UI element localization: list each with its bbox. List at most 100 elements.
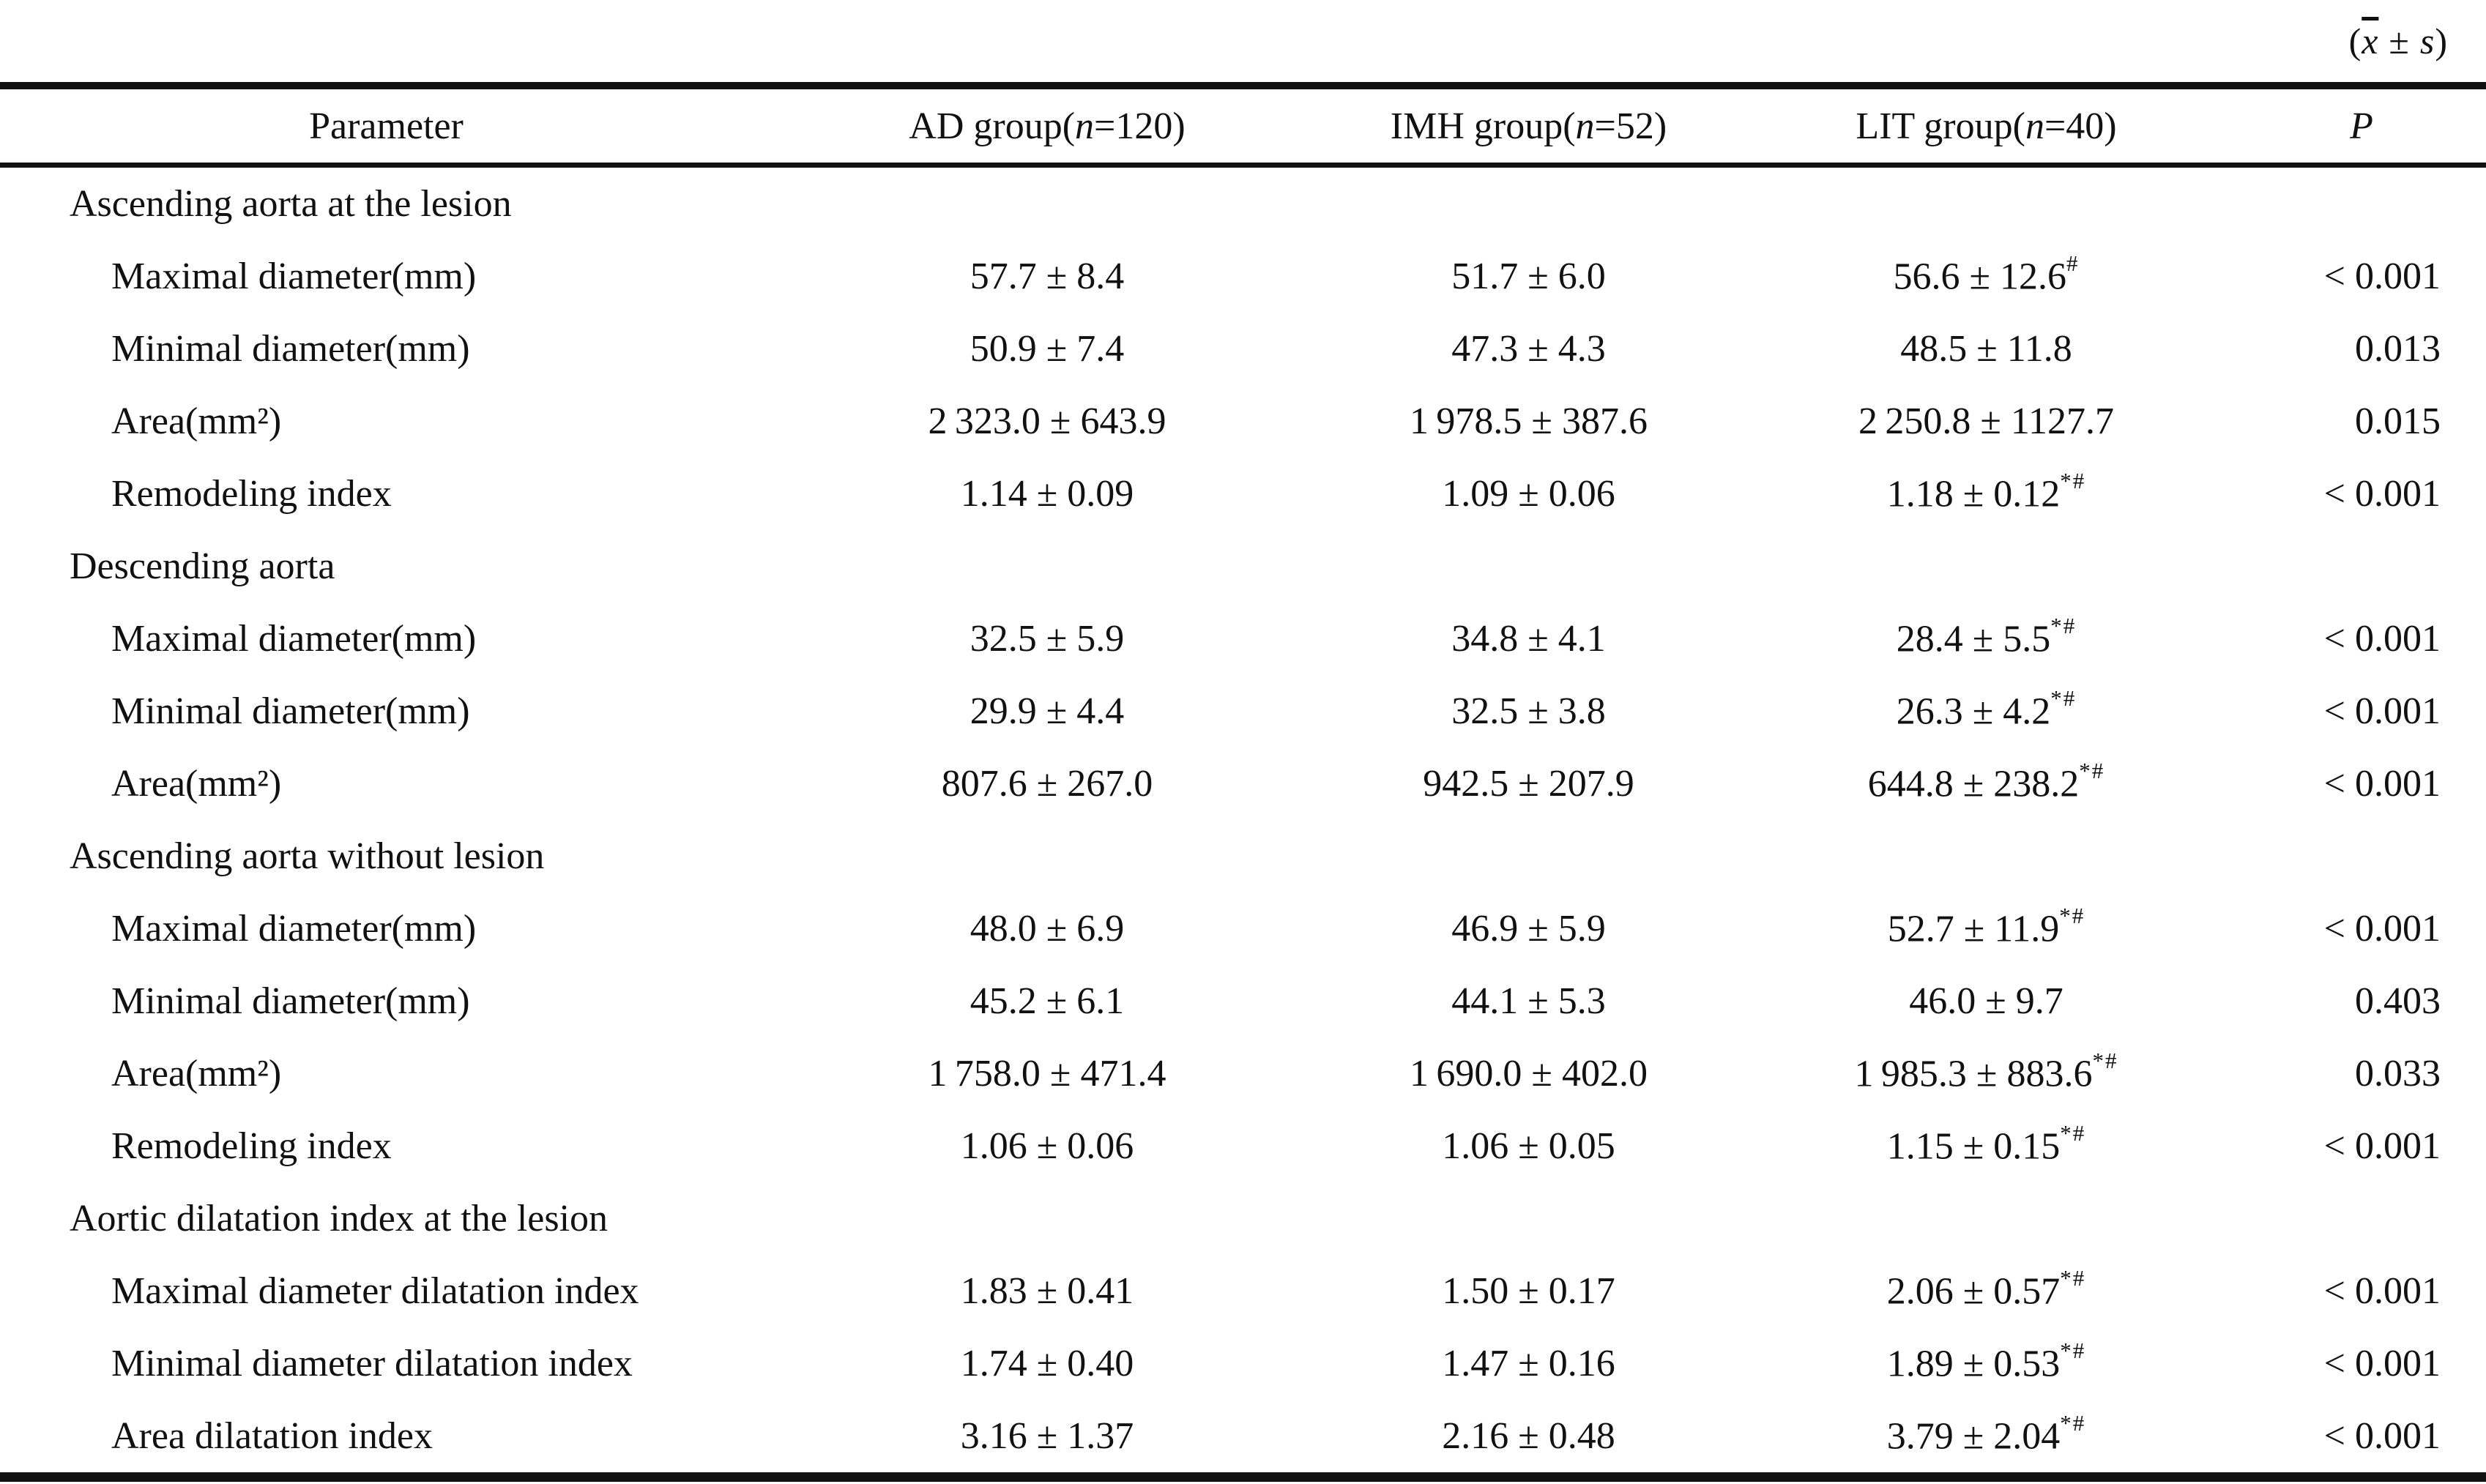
p-value-cell: 0.033: [2355, 1053, 2441, 1095]
imh-group-label-post: =52): [1594, 105, 1667, 147]
ad-value: 3.16 ± 1.37: [960, 1415, 1134, 1457]
imh-value-cell: 1.50 ± 0.17: [1322, 1255, 1735, 1327]
imh-value-cell: 47.3 ± 4.3: [1322, 313, 1735, 385]
significance-superscript: *#: [2050, 685, 2077, 711]
lit-value: 1 985.3 ± 883.6: [1854, 1053, 2093, 1095]
section-label: Descending aorta: [70, 545, 335, 587]
data-row: Maximal diameter dilatation index 1.83 ± …: [0, 1255, 2486, 1327]
significance-superscript: *#: [2050, 612, 2077, 638]
imh-value-cell: 44.1 ± 5.3: [1322, 965, 1735, 1037]
section-row: Ascending aorta at the lesion: [0, 165, 2486, 241]
lit-value-cell: 52.7 ± 11.9*#: [1735, 892, 2237, 965]
data-row: Area(mm²) 2 323.0 ± 643.9 1 978.5 ± 387.6 2…: [0, 385, 2486, 458]
ad-value-cell: 2 323.0 ± 643.9: [773, 385, 1322, 458]
ad-value: 1 758.0 ± 471.4: [928, 1053, 1166, 1095]
lit-value-cell: 28.4 ± 5.5*#: [1735, 603, 2237, 675]
imh-value: 1.47 ± 0.16: [1442, 1343, 1615, 1384]
ad-value: 1.06 ± 0.06: [960, 1125, 1134, 1167]
ad-value: 48.0 ± 6.9: [970, 908, 1125, 950]
parameter-label: Maximal diameter dilatation index: [111, 1270, 639, 1312]
imh-value-cell: 1.06 ± 0.05: [1322, 1110, 1735, 1182]
significance-superscript: *#: [2060, 1409, 2086, 1436]
p-value-cell: < 0.001: [2323, 763, 2441, 805]
imh-value-cell: 1 690.0 ± 402.0: [1322, 1037, 1735, 1110]
lit-value-cell: 1.18 ± 0.12*#: [1735, 458, 2237, 530]
p-header-italic: P: [2350, 105, 2373, 147]
col-header-p: P: [2237, 86, 2486, 168]
p-value-cell: 0.015: [2355, 400, 2441, 442]
ad-value: 2 323.0 ± 643.9: [928, 400, 1166, 442]
parameter-label: Remodeling index: [111, 1125, 392, 1167]
p-value-cell: 0.403: [2355, 980, 2441, 1022]
imh-value: 32.5 ± 3.8: [1451, 690, 1606, 732]
imh-value-cell: 942.5 ± 207.9: [1322, 747, 1735, 820]
parameter-label: Minimal diameter(mm): [111, 690, 470, 732]
lit-value-cell: 2.06 ± 0.57*#: [1735, 1255, 2237, 1327]
lit-value-cell: 46.0 ± 9.7: [1735, 965, 2237, 1037]
ad-value-cell: 1.83 ± 0.41: [773, 1255, 1322, 1327]
data-row: Area(mm²) 1 758.0 ± 471.4 1 690.0 ± 402.0 1…: [0, 1037, 2486, 1110]
ad-value: 1.14 ± 0.09: [960, 473, 1134, 515]
imh-value-cell: 46.9 ± 5.9: [1322, 892, 1735, 965]
p-value-cell: < 0.001: [2323, 1415, 2441, 1457]
lit-value-cell: 2 250.8 ± 1127.7: [1735, 385, 2237, 458]
ad-group-label-post: =120): [1094, 105, 1186, 147]
imh-group-n-italic: n: [1575, 105, 1595, 147]
ad-value-cell: 29.9 ± 4.4: [773, 675, 1322, 747]
imh-value: 44.1 ± 5.3: [1451, 980, 1606, 1022]
ad-value-cell: 1.14 ± 0.09: [773, 458, 1322, 530]
lit-value-cell: 56.6 ± 12.6#: [1735, 240, 2237, 313]
imh-value: 1.06 ± 0.05: [1442, 1125, 1615, 1167]
ad-value-cell: 807.6 ± 267.0: [773, 747, 1322, 820]
parameter-label: Remodeling index: [111, 473, 392, 515]
imh-value-cell: 1 978.5 ± 387.6: [1322, 385, 1735, 458]
parameter-label: Minimal diameter(mm): [111, 980, 470, 1022]
section-row: Aortic dilatation index at the lesion: [0, 1182, 2486, 1255]
ad-value-cell: 48.0 ± 6.9: [773, 892, 1322, 965]
p-value-cell: < 0.001: [2323, 690, 2441, 732]
parameter-label: Maximal diameter(mm): [111, 256, 477, 297]
parameter-label: Area(mm²): [111, 400, 282, 442]
ad-value-cell: 32.5 ± 5.9: [773, 603, 1322, 675]
ad-value-cell: 45.2 ± 6.1: [773, 965, 1322, 1037]
p-value-cell: < 0.001: [2323, 1343, 2441, 1384]
data-row: Area(mm²) 807.6 ± 267.0 942.5 ± 207.9 644.8…: [0, 747, 2486, 820]
note-x-bar: x: [2362, 20, 2379, 61]
imh-value: 2.16 ± 0.48: [1442, 1415, 1615, 1457]
ad-group-label-pre: AD group(: [909, 105, 1076, 147]
lit-value-cell: 1.15 ± 0.15*#: [1735, 1110, 2237, 1182]
lit-value: 644.8 ± 238.2: [1867, 763, 2080, 805]
lit-value: 52.7 ± 11.9: [1887, 908, 2060, 950]
ad-value: 45.2 ± 6.1: [970, 980, 1125, 1022]
lit-value-cell: 3.79 ± 2.04*#: [1735, 1400, 2237, 1477]
header-row: Parameter AD group(n=120) IMH group(n=52…: [0, 86, 2486, 168]
data-row: Maximal diameter(mm) 48.0 ± 6.9 46.9 ± 5.9…: [0, 892, 2486, 965]
ad-value: 57.7 ± 8.4: [970, 256, 1125, 297]
lit-value-cell: 48.5 ± 11.8: [1735, 313, 2237, 385]
variance-note: (x ± s): [0, 0, 2486, 82]
parameter-label: Minimal diameter(mm): [111, 328, 470, 370]
imh-value: 1.09 ± 0.06: [1442, 473, 1615, 515]
significance-superscript: #: [2066, 250, 2080, 276]
section-row: Ascending aorta without lesion: [0, 820, 2486, 892]
imh-value: 1 978.5 ± 387.6: [1410, 400, 1648, 442]
data-row: Minimal diameter dilatation index 1.74 ± …: [0, 1327, 2486, 1400]
significance-superscript: *#: [2060, 1264, 2086, 1291]
imh-value-cell: 32.5 ± 3.8: [1322, 675, 1735, 747]
ad-value: 1.83 ± 0.41: [960, 1270, 1134, 1312]
col-header-ad-group: AD group(n=120): [773, 86, 1322, 168]
lit-value: 1.89 ± 0.53: [1886, 1343, 2061, 1385]
section-label: Aortic dilatation index at the lesion: [70, 1198, 609, 1239]
ad-value: 807.6 ± 267.0: [941, 763, 1153, 805]
col-header-lit-group: LIT group(n=40): [1735, 86, 2237, 168]
significance-superscript: *#: [2060, 1119, 2086, 1146]
significance-superscript: *#: [2060, 467, 2086, 493]
lit-value: 26.3 ± 4.2: [1896, 690, 2051, 733]
significance-superscript: *#: [2060, 1337, 2086, 1363]
imh-value: 1 690.0 ± 402.0: [1410, 1053, 1648, 1095]
significance-superscript: *#: [2079, 757, 2105, 783]
table-body: Ascending aorta at the lesion Maximal dia…: [0, 165, 2486, 1477]
data-row: Minimal diameter(mm) 29.9 ± 4.4 32.5 ± 3.8…: [0, 675, 2486, 747]
data-row: Remodeling index 1.06 ± 0.06 1.06 ± 0.05 1.…: [0, 1110, 2486, 1182]
imh-value: 1.50 ± 0.17: [1442, 1270, 1615, 1312]
